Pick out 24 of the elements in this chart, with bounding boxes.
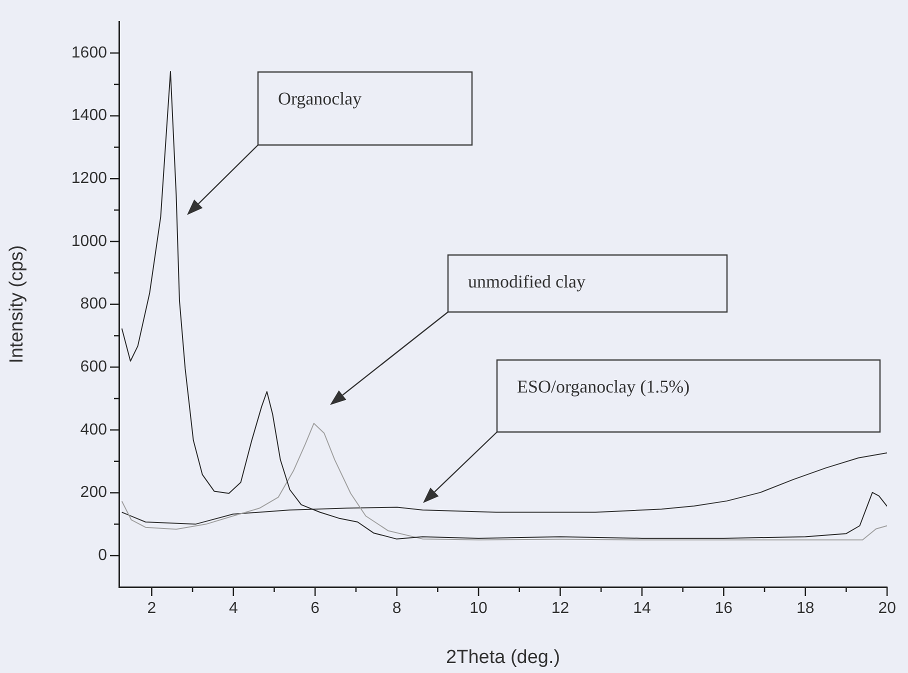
x-tick-label: 10 (470, 600, 488, 618)
y-tick-label: 800 (80, 296, 108, 313)
x-tick-label: 6 (310, 600, 320, 618)
x-tick-label: 16 (714, 600, 733, 618)
y-tick-label: 1000 (71, 232, 108, 250)
y-tick-label: 1400 (71, 107, 108, 124)
y-tick-label: 0 (98, 546, 108, 564)
y-tick-label: 400 (80, 421, 108, 438)
x-tick-label: 18 (796, 600, 814, 618)
x-tick-label: 8 (392, 600, 402, 618)
annotation: unmodified clay (468, 272, 586, 292)
y-tick-label: 600 (80, 358, 108, 376)
y-tick-label: 1600 (71, 44, 108, 62)
x-tick-label: 4 (228, 600, 238, 618)
x-axis-title: 2Theta (deg.) (446, 646, 560, 668)
x-tick-label: 20 (878, 600, 896, 618)
x-tick-label: 2 (147, 600, 156, 618)
y-tick-label: 1200 (71, 170, 108, 188)
annotation: ESO/organoclay (1.5%) (517, 376, 690, 397)
y-tick-label: 200 (80, 484, 108, 502)
annotation: Organoclay (278, 88, 362, 109)
x-tick-label: 14 (633, 600, 651, 618)
y-axis-title: Intensity (cps) (6, 245, 28, 364)
x-tick-label: 12 (551, 600, 570, 618)
